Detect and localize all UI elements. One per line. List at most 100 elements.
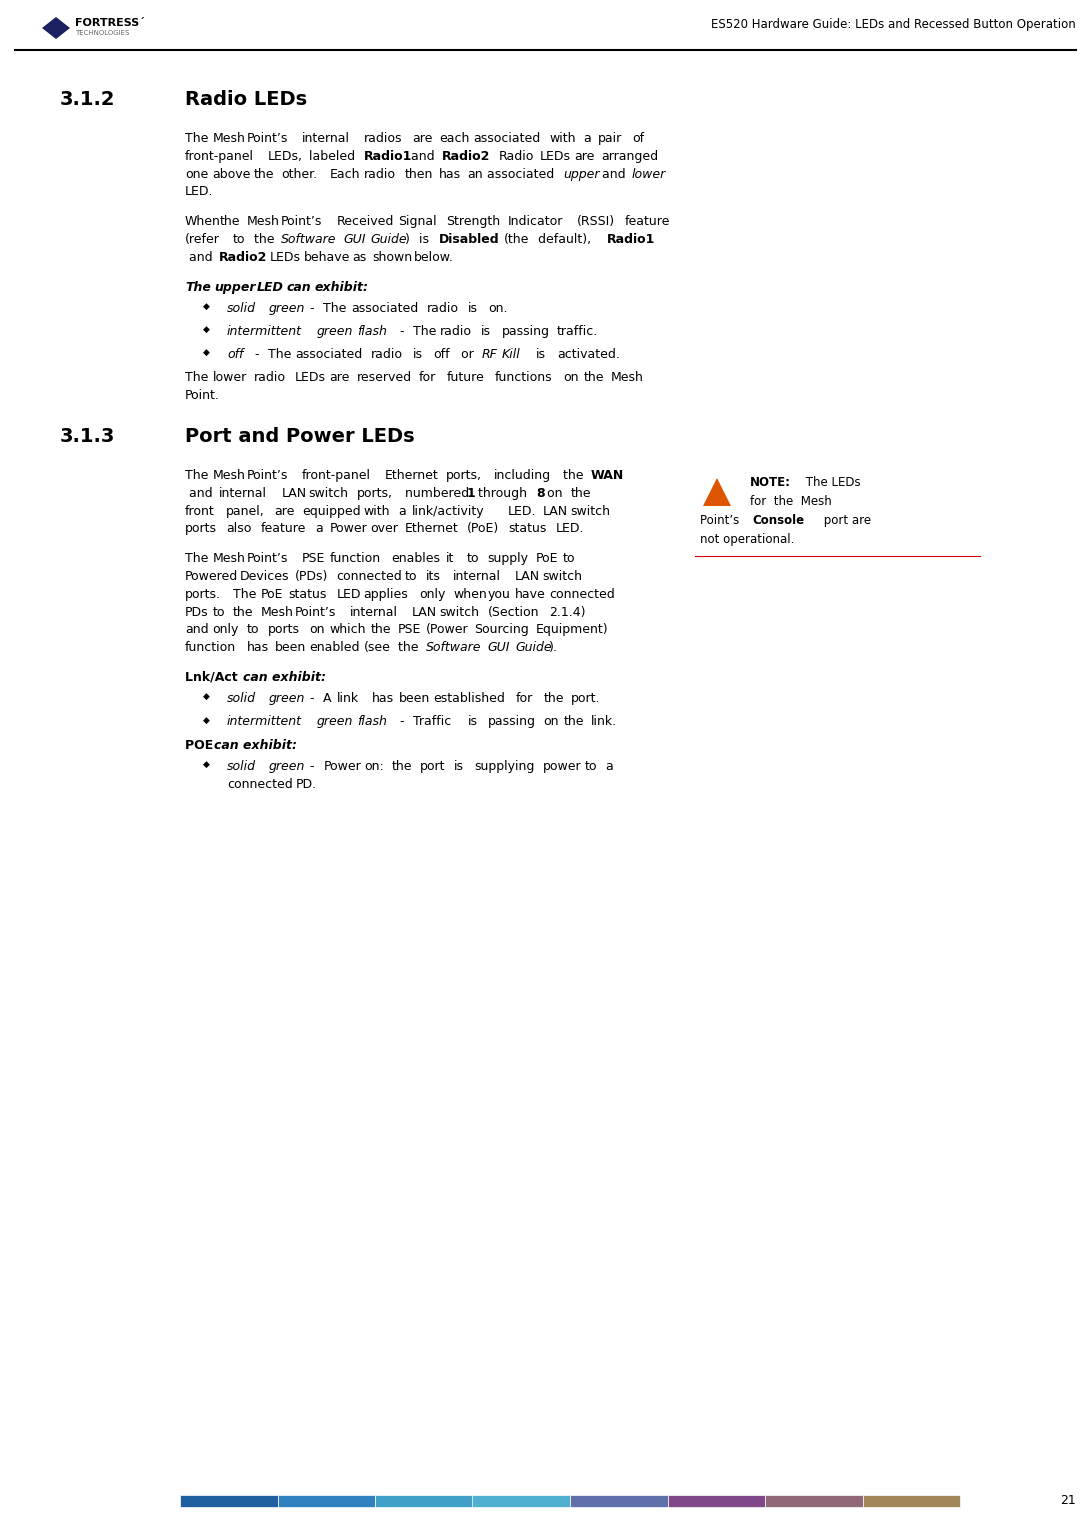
Text: -: - bbox=[254, 349, 259, 361]
Text: internal: internal bbox=[219, 487, 267, 499]
Text: solid: solid bbox=[227, 759, 256, 773]
Text: ).: ). bbox=[550, 641, 559, 654]
Text: ports: ports bbox=[267, 624, 300, 636]
Text: green: green bbox=[268, 759, 304, 773]
Bar bbox=[765, 1495, 863, 1507]
Text: (PoE): (PoE) bbox=[467, 522, 499, 536]
Text: are: are bbox=[412, 132, 432, 145]
Text: traffic.: traffic. bbox=[558, 326, 598, 338]
Text: ◆: ◆ bbox=[203, 301, 209, 310]
Text: on: on bbox=[543, 715, 559, 729]
Text: Power: Power bbox=[329, 522, 368, 536]
Text: link.: link. bbox=[591, 715, 618, 729]
Text: which: which bbox=[329, 624, 365, 636]
Text: Mesh: Mesh bbox=[247, 215, 279, 228]
Text: (PDs): (PDs) bbox=[295, 569, 328, 583]
Text: The: The bbox=[185, 280, 211, 294]
Text: switch: switch bbox=[570, 505, 610, 517]
Text: A: A bbox=[323, 693, 332, 705]
Text: Radio1: Radio1 bbox=[607, 233, 656, 247]
Text: you: you bbox=[488, 587, 511, 601]
Text: port: port bbox=[420, 759, 445, 773]
Text: 21: 21 bbox=[1060, 1495, 1076, 1507]
Text: internal: internal bbox=[302, 132, 350, 145]
Text: port are: port are bbox=[820, 514, 871, 527]
Text: Sourcing: Sourcing bbox=[473, 624, 528, 636]
Bar bbox=[375, 1495, 472, 1507]
Text: LEDs,: LEDs, bbox=[267, 149, 302, 163]
Text: associated: associated bbox=[488, 167, 559, 181]
Text: Radio: Radio bbox=[499, 149, 533, 163]
Text: the: the bbox=[233, 606, 253, 618]
Text: ◆: ◆ bbox=[203, 759, 209, 769]
Text: over: over bbox=[371, 522, 398, 536]
Text: the: the bbox=[584, 371, 604, 385]
Text: function: function bbox=[329, 552, 381, 565]
Text: 1: 1 bbox=[467, 487, 476, 499]
Text: .: . bbox=[484, 149, 489, 163]
Text: Guide: Guide bbox=[371, 233, 407, 247]
Text: labeled: labeled bbox=[309, 149, 359, 163]
Text: (Section: (Section bbox=[488, 606, 539, 618]
Text: functions: functions bbox=[494, 371, 552, 385]
Text: FORTRESS´: FORTRESS´ bbox=[75, 18, 145, 27]
Text: connected: connected bbox=[336, 569, 401, 583]
Text: the: the bbox=[563, 469, 588, 482]
Text: the: the bbox=[571, 487, 591, 499]
Text: below.: below. bbox=[413, 251, 454, 263]
Bar bbox=[180, 1495, 277, 1507]
Bar bbox=[668, 1495, 765, 1507]
Text: link: link bbox=[337, 693, 359, 705]
Text: -: - bbox=[399, 326, 404, 338]
Text: to: to bbox=[247, 624, 260, 636]
Text: are: are bbox=[329, 371, 350, 385]
Text: can exhibit:: can exhibit: bbox=[214, 738, 297, 752]
Text: (RSSI): (RSSI) bbox=[577, 215, 615, 228]
Bar bbox=[863, 1495, 960, 1507]
Text: to: to bbox=[233, 233, 245, 247]
Text: and: and bbox=[598, 167, 630, 181]
Text: front: front bbox=[185, 505, 215, 517]
Text: radio: radio bbox=[440, 326, 472, 338]
Text: of: of bbox=[632, 132, 644, 145]
Text: is: is bbox=[419, 233, 433, 247]
Text: LED: LED bbox=[336, 587, 361, 601]
Text: 8: 8 bbox=[536, 487, 544, 499]
Text: exhibit:: exhibit: bbox=[315, 280, 369, 294]
Text: Point’s: Point’s bbox=[247, 552, 288, 565]
Text: Mesh: Mesh bbox=[611, 371, 644, 385]
Text: through: through bbox=[475, 487, 531, 499]
Text: the: the bbox=[254, 167, 274, 181]
Text: Mesh: Mesh bbox=[213, 469, 245, 482]
Text: numbered: numbered bbox=[405, 487, 473, 499]
Text: PSE: PSE bbox=[302, 552, 325, 565]
Bar bbox=[472, 1495, 570, 1507]
Text: (see: (see bbox=[363, 641, 391, 654]
Text: future: future bbox=[446, 371, 484, 385]
Text: above: above bbox=[213, 167, 251, 181]
Text: port.: port. bbox=[571, 693, 600, 705]
Text: LAN: LAN bbox=[542, 505, 567, 517]
Text: Point’s: Point’s bbox=[281, 215, 323, 228]
Text: associated: associated bbox=[296, 349, 363, 361]
Text: on:: on: bbox=[364, 759, 384, 773]
Text: has: has bbox=[371, 693, 394, 705]
Text: lower: lower bbox=[213, 371, 247, 385]
Text: ports,: ports, bbox=[357, 487, 393, 499]
Text: and: and bbox=[185, 251, 217, 263]
Text: Kill: Kill bbox=[502, 349, 520, 361]
Text: LAN: LAN bbox=[281, 487, 307, 499]
Text: Ethernet: Ethernet bbox=[405, 522, 458, 536]
Text: supplying: supplying bbox=[475, 759, 535, 773]
Text: arranged: arranged bbox=[601, 149, 659, 163]
Text: When: When bbox=[185, 215, 220, 228]
Text: is: is bbox=[468, 715, 478, 729]
Text: switch: switch bbox=[440, 606, 479, 618]
Text: reserved: reserved bbox=[357, 371, 412, 385]
Text: switch: switch bbox=[309, 487, 349, 499]
Text: -: - bbox=[310, 301, 314, 315]
Text: LED.: LED. bbox=[556, 522, 585, 536]
Text: can: can bbox=[286, 280, 311, 294]
Text: and: and bbox=[407, 149, 439, 163]
Text: passing: passing bbox=[489, 715, 537, 729]
